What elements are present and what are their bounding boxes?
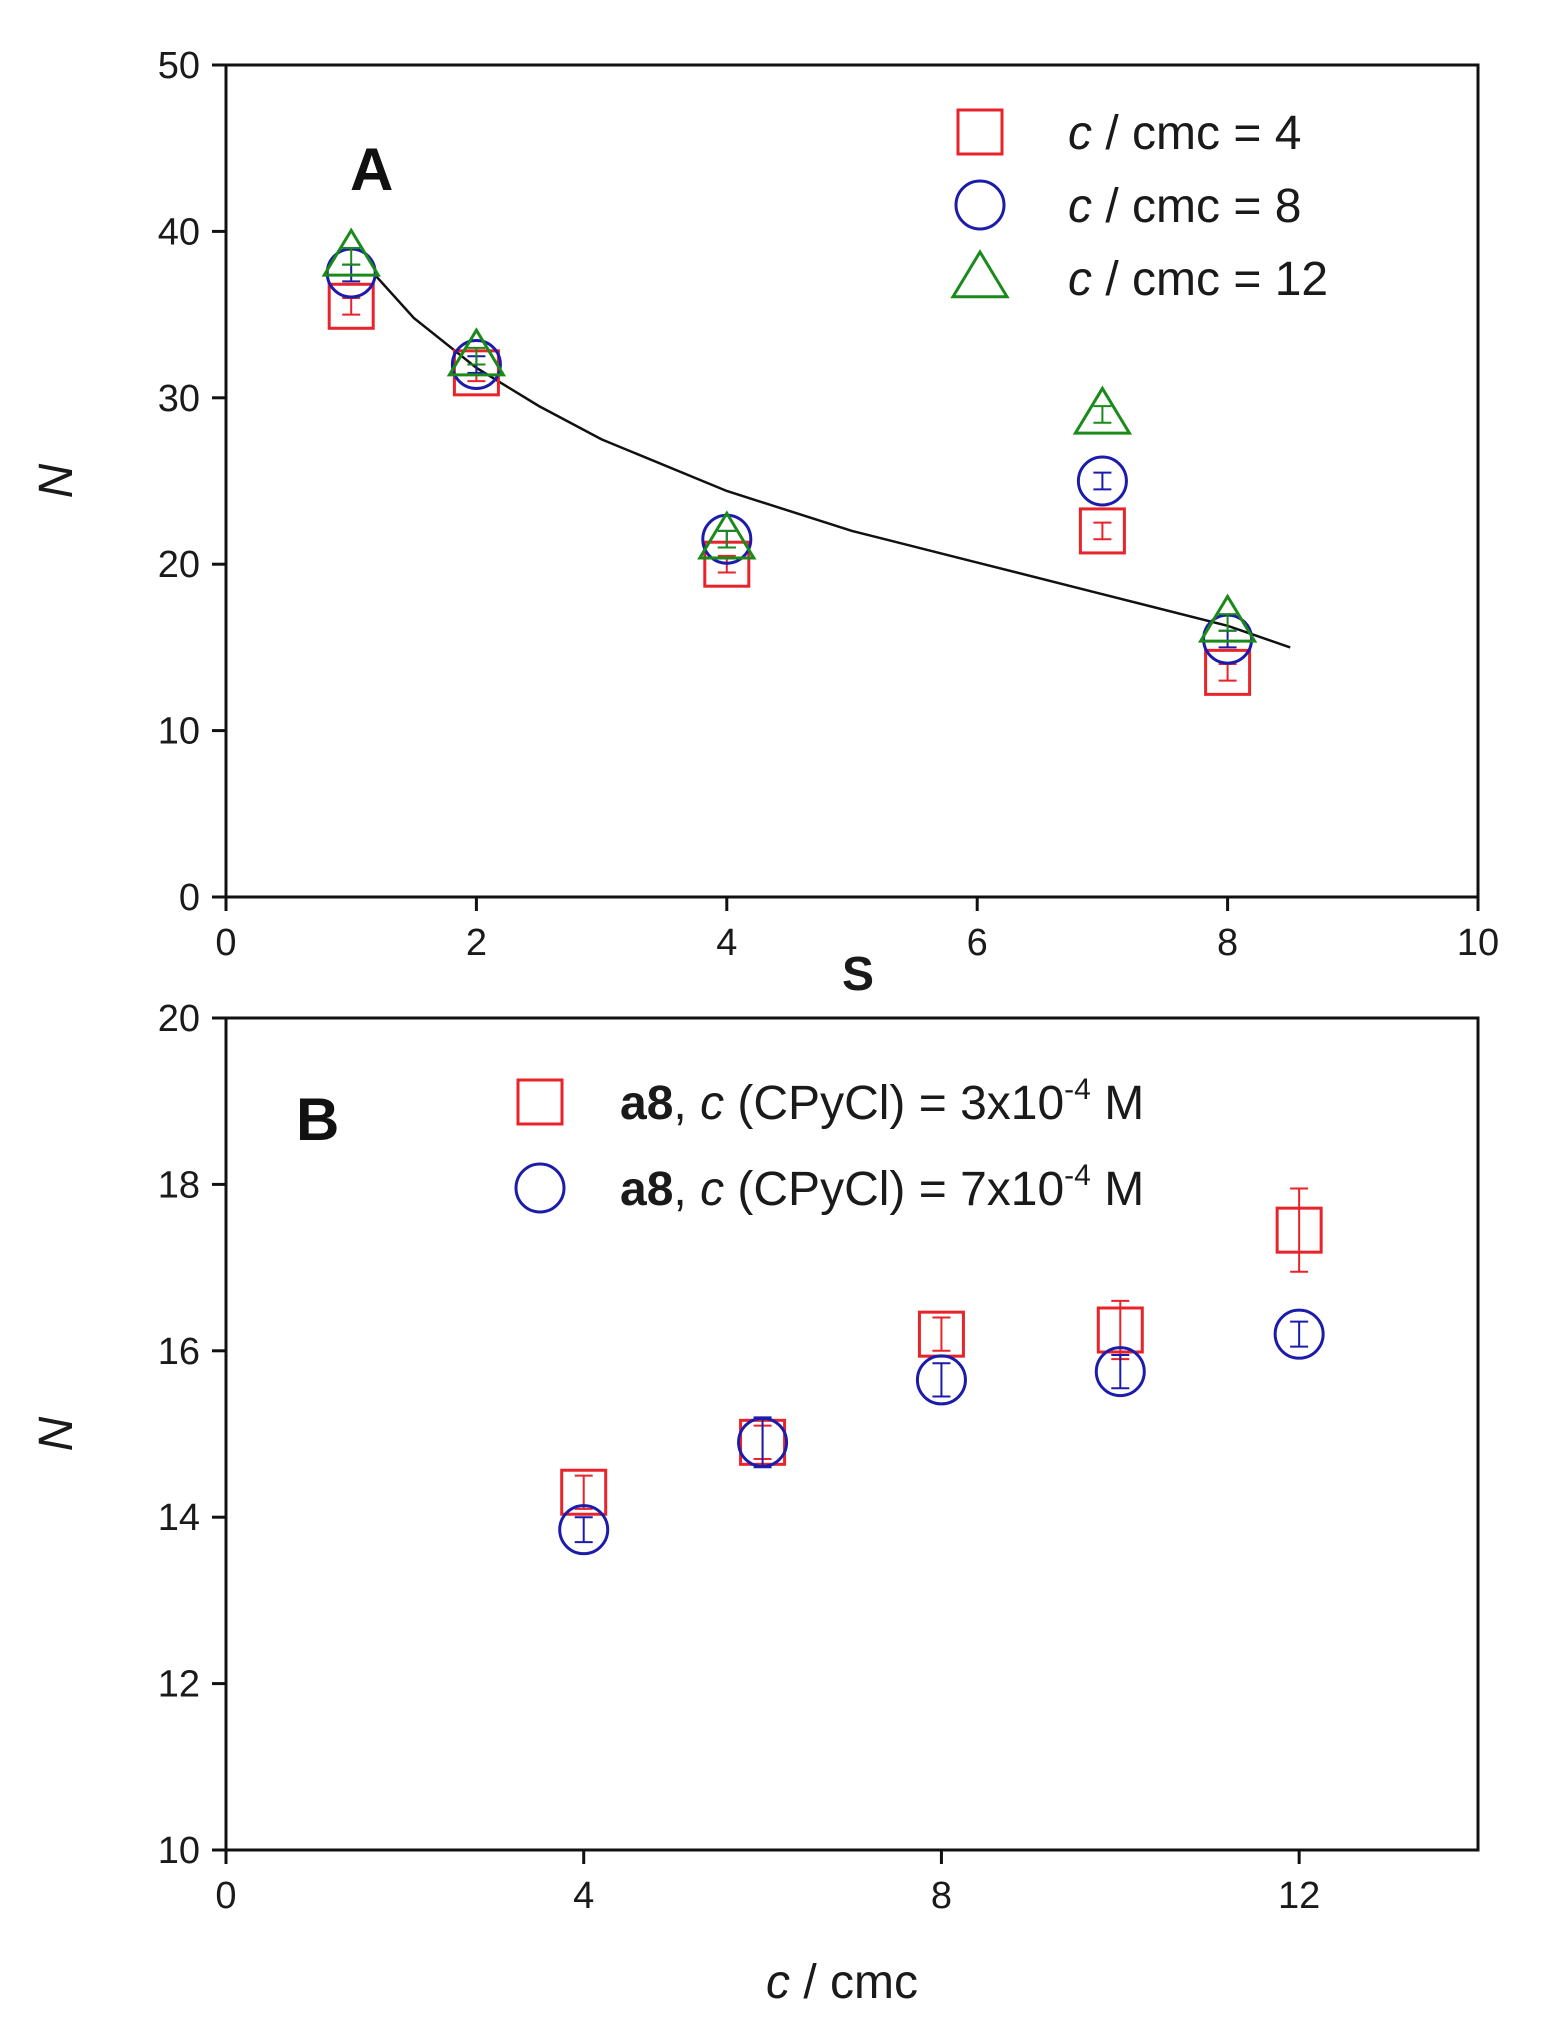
legend-label-mid: , xyxy=(673,1077,700,1130)
legend-marker-circle xyxy=(954,179,1006,231)
data-point-square xyxy=(1204,648,1252,696)
legend-label-rest: / cmc = 12 xyxy=(1092,253,1328,306)
panel-b-chart: 10 12 14 16 18 20 0 4 8 12 Nc / cmc B a8, c (CPyCl) … xyxy=(30,998,1480,2009)
legend-label-rest: (CPyCl) = 7x10 xyxy=(724,1163,1064,1216)
y-tick-label: 12 xyxy=(158,1664,200,1706)
x-tick-label: 8 xyxy=(931,1875,952,1917)
x-tick-label: 4 xyxy=(573,1875,594,1917)
y-tick-label: 30 xyxy=(158,378,200,420)
y-tick-label: 40 xyxy=(158,211,200,253)
y-tick-label: 50 xyxy=(158,45,200,87)
legend-label: a8, c (CPyCl) = 7x10-4 M xyxy=(620,1159,1144,1216)
data-point-square xyxy=(1096,1306,1144,1354)
y-axis-title: N xyxy=(30,1416,83,1451)
data-point-square xyxy=(1275,1206,1323,1254)
x-axis-title-rest: / cmc xyxy=(790,1956,918,2009)
data-point-triangle xyxy=(446,327,507,377)
panel-letter: B xyxy=(296,1086,339,1153)
data-point-circle xyxy=(450,339,502,391)
legend-marker-circle xyxy=(514,1162,566,1214)
panel-letter: A xyxy=(350,136,393,203)
data-point-triangle xyxy=(697,510,757,560)
legend-label-italic: c xyxy=(1068,253,1092,306)
legend-entry: c / cmc = 4 xyxy=(956,107,1301,160)
data-point-circle xyxy=(1094,1346,1146,1398)
y-tick-label: 16 xyxy=(158,1331,200,1373)
y-tick-label: 10 xyxy=(158,1830,200,1872)
series-square xyxy=(560,1187,1323,1516)
plot-frame xyxy=(224,63,1480,899)
legend-entry: c / cmc = 12 xyxy=(950,249,1328,306)
y-tick-label: 18 xyxy=(158,1164,200,1206)
legend-label: c / cmc = 12 xyxy=(1068,253,1328,306)
legend-entry: c / cmc = 8 xyxy=(954,179,1301,233)
y-axis-title: N xyxy=(30,463,83,498)
legend-label-sup: -4 xyxy=(1064,1073,1091,1106)
x-tick-label: 0 xyxy=(215,922,236,964)
legend-label-rest: / cmc = 8 xyxy=(1092,180,1301,233)
x-tick-label: 8 xyxy=(1217,922,1238,964)
x-axis-title: S xyxy=(842,948,874,1001)
y-tick-label: 0 xyxy=(179,877,200,919)
series-square xyxy=(327,282,1252,696)
legend-label-bold: a8 xyxy=(620,1163,673,1216)
data-point-triangle xyxy=(1197,593,1258,643)
x-axis-title-italic: c xyxy=(766,1956,790,2009)
legend-label-unit: M xyxy=(1091,1077,1144,1130)
legend-label-italic: c xyxy=(1068,180,1092,233)
legend-label-italic: c xyxy=(1068,107,1092,160)
data-point-circle xyxy=(737,1416,789,1468)
y-tick-label: 20 xyxy=(158,998,200,1040)
data-point-circle xyxy=(1076,455,1128,507)
x-tick-label: 2 xyxy=(466,922,487,964)
legend-entry: a8, c (CPyCl) = 3x10-4 M xyxy=(516,1073,1144,1130)
legend-label: c / cmc = 4 xyxy=(1068,107,1301,160)
x-tick-label: 10 xyxy=(1457,922,1499,964)
legend-label-italic: c xyxy=(700,1163,724,1216)
x-tick-label: 4 xyxy=(716,922,737,964)
y-tick-label: 10 xyxy=(158,711,200,753)
legend-label-rest: / cmc = 4 xyxy=(1092,107,1301,160)
y-tick-label: 20 xyxy=(158,544,200,586)
fit-curve xyxy=(375,275,1291,649)
legend-label-bold: a8 xyxy=(620,1077,673,1130)
legend-entry: a8, c (CPyCl) = 7x10-4 M xyxy=(514,1159,1144,1216)
data-point-circle xyxy=(915,1354,967,1406)
data-point-square xyxy=(327,282,375,330)
legend-label-sup: -4 xyxy=(1064,1159,1091,1192)
legend-label-rest: (CPyCl) = 3x10 xyxy=(724,1077,1064,1130)
series-circle xyxy=(558,1308,1325,1556)
legend-label: a8, c (CPyCl) = 3x10-4 M xyxy=(620,1073,1144,1130)
legend-label-unit: M xyxy=(1091,1163,1144,1216)
x-tick-label: 0 xyxy=(215,1875,236,1917)
data-point-square xyxy=(560,1468,608,1516)
x-tick-label: 12 xyxy=(1278,1875,1320,1917)
plot-frame xyxy=(224,1016,1480,1852)
legend-label-italic: c xyxy=(700,1077,724,1130)
x-tick-label: 6 xyxy=(967,922,988,964)
data-point-circle xyxy=(558,1504,610,1556)
legend-label-mid: , xyxy=(673,1163,700,1216)
data-point-circle xyxy=(1273,1308,1325,1360)
data-point-square xyxy=(1078,507,1126,555)
x-axis-title: c / cmc xyxy=(766,1956,918,2009)
y-tick-label: 14 xyxy=(158,1497,200,1539)
series-circle xyxy=(325,247,1254,665)
legend-marker-square xyxy=(956,108,1004,156)
data-point-triangle xyxy=(321,227,381,277)
series-triangle xyxy=(321,227,1258,643)
legend-label: c / cmc = 8 xyxy=(1068,180,1301,233)
data-point-triangle xyxy=(1072,385,1133,435)
legend-marker-square xyxy=(516,1078,564,1126)
legend-marker-triangle xyxy=(950,249,1010,299)
